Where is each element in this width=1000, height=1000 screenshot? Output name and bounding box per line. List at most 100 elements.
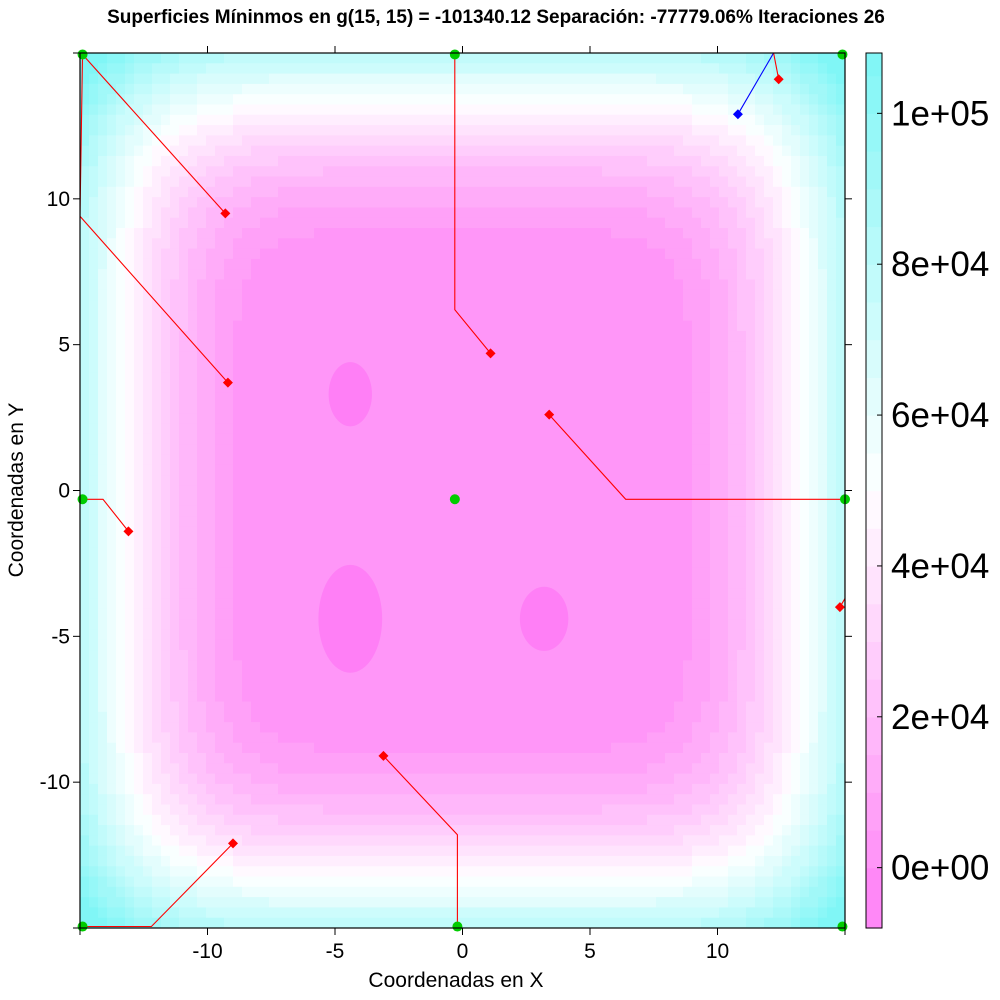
contour-cell: [107, 475, 117, 486]
contour-cell: [314, 392, 324, 404]
contour-cell: [296, 454, 306, 466]
contour-cell: [323, 536, 333, 548]
contour-cell: [431, 372, 441, 384]
contour-cell: [296, 125, 306, 136]
contour-cell: [494, 917, 504, 928]
contour-cell: [287, 691, 297, 703]
contour-cell: [467, 680, 477, 692]
contour-cell: [107, 598, 117, 610]
contour-cell: [188, 279, 198, 291]
contour-cell: [269, 773, 279, 785]
contour-cell: [260, 701, 270, 713]
contour-cell: [278, 588, 288, 600]
contour-cell: [89, 660, 99, 672]
contour-cell: [431, 835, 441, 847]
contour-cell: [350, 814, 360, 826]
contour-cell: [485, 279, 495, 291]
contour-cell: [152, 536, 162, 548]
contour-cell: [80, 536, 90, 548]
contour-cell: [197, 783, 207, 795]
contour-cell: [467, 125, 477, 136]
contour-cell: [602, 454, 612, 466]
contour-cell: [593, 516, 603, 528]
contour-cell: [260, 855, 270, 867]
contour-cell: [575, 485, 585, 497]
contour-cell: [476, 176, 486, 188]
contour-cell: [593, 228, 603, 239]
contour-cell: [251, 660, 261, 672]
contour-cell: [188, 876, 198, 888]
contour-cell: [368, 403, 378, 414]
contour-cell: [134, 578, 144, 589]
contour-cell: [188, 835, 198, 847]
contour-cell: [161, 63, 171, 75]
contour-cell: [593, 485, 603, 497]
contour-cell: [197, 907, 207, 919]
contour-cell: [80, 701, 90, 713]
contour-cell: [404, 722, 414, 734]
contour-cell: [539, 567, 549, 579]
contour-cell: [395, 279, 405, 291]
contour-cell: [89, 845, 99, 857]
contour-cell: [89, 783, 99, 795]
contour-cell: [593, 629, 603, 641]
contour-cell: [494, 907, 504, 919]
contour-cell: [476, 567, 486, 579]
contour-cell: [98, 186, 108, 198]
contour-cell: [224, 73, 234, 85]
contour-cell: [215, 176, 225, 188]
contour-cell: [125, 83, 135, 95]
contour-cell: [557, 855, 567, 867]
contour-cell: [485, 897, 495, 909]
contour-cell: [485, 619, 495, 631]
contour-cell: [584, 83, 594, 95]
contour-cell: [179, 73, 189, 85]
contour-cell: [602, 588, 612, 600]
contour-cell: [170, 495, 180, 507]
contour-cell: [305, 835, 315, 847]
contour-cell: [161, 825, 171, 836]
contour-cell: [116, 94, 126, 106]
contour-cell: [134, 433, 144, 445]
contour-cell: [359, 186, 369, 198]
contour-cell: [287, 670, 297, 682]
contour-cell: [341, 114, 351, 126]
contour-cell: [485, 392, 495, 404]
contour-cell: [503, 814, 513, 826]
contour-cell: [287, 536, 297, 548]
contour-cell: [269, 845, 279, 857]
contour-cell: [431, 104, 441, 116]
contour-cell: [512, 433, 522, 445]
contour-cell: [296, 845, 306, 857]
contour-cell: [323, 825, 333, 836]
contour-cell: [467, 866, 477, 878]
contour-cell: [269, 526, 279, 538]
contour-cell: [377, 289, 387, 301]
contour-cell: [251, 197, 261, 209]
contour-cell: [188, 330, 198, 342]
contour-cell: [539, 557, 549, 569]
contour-cell: [224, 454, 234, 466]
contour-cell: [386, 63, 396, 75]
contour-cell: [98, 372, 108, 384]
contour-cell: [584, 403, 594, 414]
contour-cell: [557, 351, 567, 363]
contour-cell: [260, 917, 270, 928]
contour-cell: [512, 248, 522, 260]
contour-cell: [593, 691, 603, 703]
contour-cell: [377, 310, 387, 322]
contour-cell: [593, 835, 603, 847]
contour-cell: [539, 176, 549, 188]
contour-cell: [548, 670, 558, 682]
contour-cell: [593, 742, 603, 754]
contour-cell: [125, 135, 135, 147]
contour-cell: [449, 310, 459, 322]
contour-cell: [260, 505, 270, 517]
contour-cell: [233, 53, 243, 64]
contour-cell: [431, 83, 441, 95]
contour-cell: [296, 228, 306, 239]
contour-cell: [602, 433, 612, 445]
contour-cell: [125, 53, 135, 64]
contour-cell: [350, 83, 360, 95]
contour-cell: [242, 413, 252, 425]
